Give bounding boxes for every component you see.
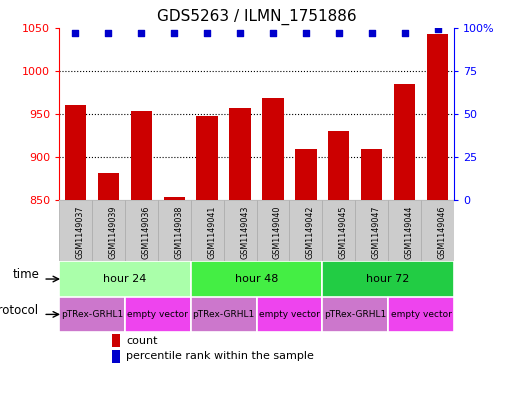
Bar [59,261,191,297]
Point [236,29,244,36]
Text: protocol: protocol [0,304,39,317]
Bar [164,197,185,200]
Bar [59,297,125,332]
Text: pTRex-GRHL1: pTRex-GRHL1 [324,310,386,319]
Bar [322,297,388,332]
Bar [256,297,322,332]
Text: GSM1149041: GSM1149041 [207,205,216,259]
Text: GSM1149046: GSM1149046 [438,205,446,259]
Bar [295,149,317,200]
Bar [394,84,416,200]
Text: GSM1149045: GSM1149045 [339,205,348,259]
Point [334,29,343,36]
Bar [92,200,125,261]
Bar [427,33,448,200]
Text: percentile rank within the sample: percentile rank within the sample [127,351,314,362]
Text: hour 72: hour 72 [366,274,410,284]
Text: GSM1149040: GSM1149040 [273,205,282,259]
Bar [355,200,388,261]
Text: GSM1149038: GSM1149038 [174,205,183,259]
Text: hour 48: hour 48 [235,274,278,284]
Bar [421,200,454,261]
Bar [322,261,454,297]
Bar [262,98,284,200]
Point [269,29,277,36]
Point [137,29,145,36]
Bar [97,173,119,200]
Point [71,29,80,36]
Text: GSM1149044: GSM1149044 [405,205,413,259]
Bar [59,200,92,261]
Bar [328,131,349,200]
Text: empty vector: empty vector [391,310,451,319]
Bar [131,111,152,200]
Bar [388,200,421,261]
Bar [158,200,191,261]
Bar [388,297,454,332]
Text: pTRex-GRHL1: pTRex-GRHL1 [192,310,255,319]
Bar [361,149,382,200]
Text: empty vector: empty vector [127,310,188,319]
Bar [191,200,224,261]
Text: GSM1149042: GSM1149042 [306,205,315,259]
Point [401,29,409,36]
Bar [112,334,120,347]
Bar [125,200,158,261]
Bar [191,297,256,332]
Point [170,29,179,36]
Text: GSM1149043: GSM1149043 [240,205,249,259]
Text: pTRex-GRHL1: pTRex-GRHL1 [61,310,123,319]
Bar [125,297,191,332]
Bar [191,261,322,297]
Point [368,29,376,36]
Point [203,29,211,36]
Bar [229,108,251,200]
Point [433,26,442,32]
Point [302,29,310,36]
Bar [256,200,289,261]
Text: GSM1149037: GSM1149037 [75,205,85,259]
Text: hour 24: hour 24 [103,274,147,284]
Title: GDS5263 / ILMN_1751886: GDS5263 / ILMN_1751886 [156,9,357,25]
Bar [196,116,218,200]
Bar [322,200,355,261]
Bar [65,105,86,200]
Point [104,29,112,36]
Bar [224,200,256,261]
Text: GSM1149036: GSM1149036 [141,205,150,259]
Bar [112,350,120,363]
Bar [289,200,322,261]
Text: GSM1149039: GSM1149039 [108,205,117,259]
Text: empty vector: empty vector [259,310,320,319]
Text: time: time [12,268,39,281]
Text: GSM1149047: GSM1149047 [372,205,381,259]
Text: count: count [127,336,158,346]
